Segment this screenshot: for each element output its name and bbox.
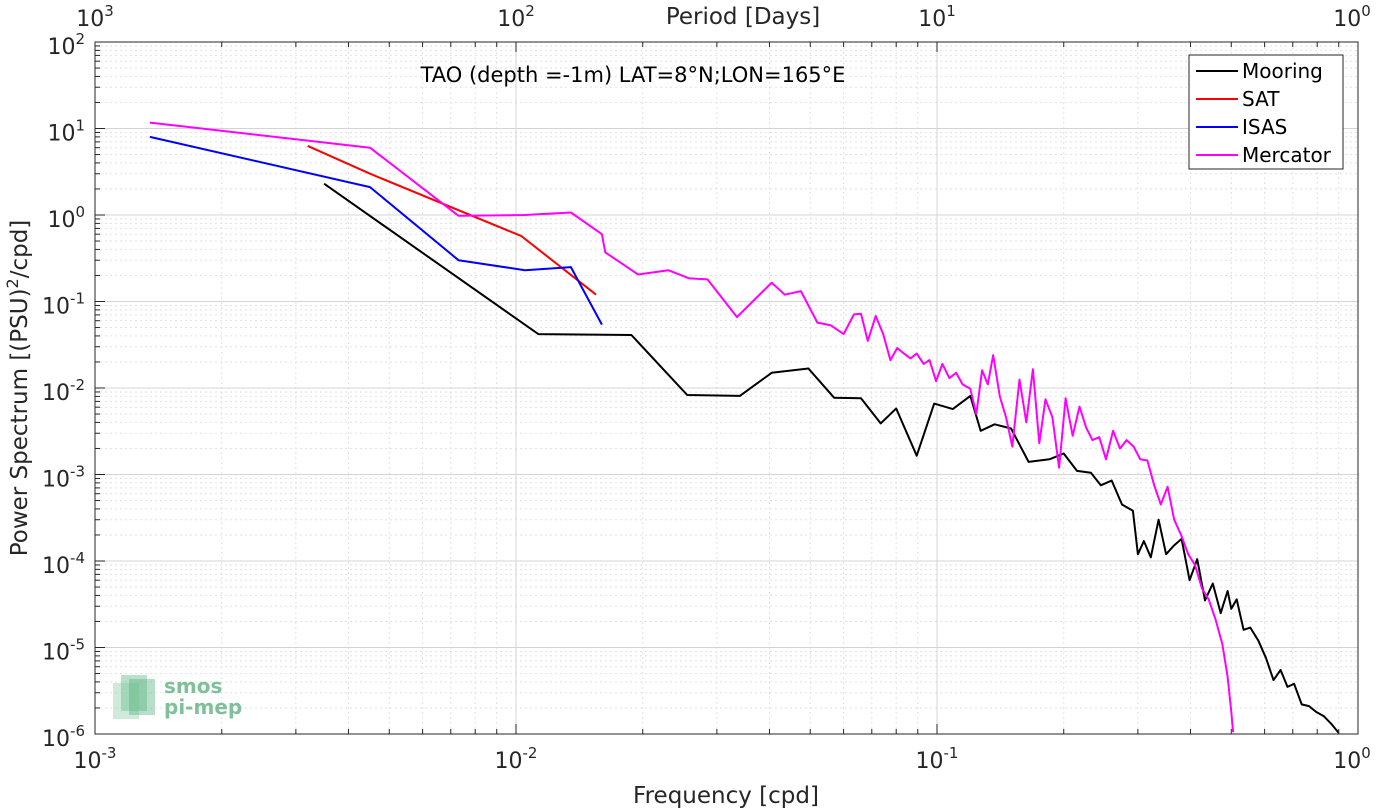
series-line-mooring <box>323 182 1340 734</box>
y-tick-label: 102 <box>47 30 85 60</box>
series-layer <box>149 121 1340 734</box>
legend-box <box>1188 54 1344 170</box>
y-tick-label: 10-3 <box>42 463 85 493</box>
chart-annotation: TAO (depth =-1m) LAT=8°N;LON=165°E <box>420 63 846 87</box>
legend-label-mooring: Mooring <box>1242 59 1323 83</box>
legend-label-mercator: Mercator <box>1242 143 1332 167</box>
y-tick-label: 10-6 <box>42 722 85 752</box>
legend-items: Mooring SAT ISAS Mercator <box>1196 59 1332 167</box>
y-tick-label: 100 <box>47 203 85 233</box>
y-tick-label: 10-1 <box>42 290 85 320</box>
x-tick-label: 100 <box>1333 744 1371 774</box>
legend: Mooring SAT ISAS Mercator <box>1188 54 1344 170</box>
series-line-mercator <box>149 121 1235 733</box>
axis-ticks <box>94 41 1359 735</box>
series-line-isas <box>149 135 603 326</box>
y-tick-labels: 10-6 10-5 10-4 10-3 10-2 10-1 100 101 102 <box>42 30 85 752</box>
y-tick-label: 101 <box>47 117 85 147</box>
top-tick-label: 101 <box>918 2 956 32</box>
y-tick-label: 10-4 <box>42 549 85 579</box>
legend-label-sat: SAT <box>1242 87 1280 111</box>
top-tick-label: 103 <box>76 2 114 32</box>
top-tick-label: 100 <box>1333 2 1371 32</box>
grid-major <box>94 42 1358 735</box>
top-axis-title: Period [Days] <box>666 4 820 30</box>
y-tick-label: 10-5 <box>42 636 85 666</box>
x-tick-label: 10-2 <box>495 744 538 774</box>
smos-pi-mep-logo: smos pi-mep <box>113 674 242 719</box>
x-axis-title: Frequency [cpd] <box>633 783 819 809</box>
y-axis-title: Power Spectrum [(PSU)2/cpd] <box>3 220 33 557</box>
x-tick-label: 10-1 <box>916 744 959 774</box>
logo-pi-mep: pi-mep <box>164 695 242 719</box>
logo-smos: smos <box>164 674 222 698</box>
logo-wave-3 <box>129 679 155 715</box>
y-tick-label: 10-2 <box>42 376 85 406</box>
legend-label-isas: ISAS <box>1242 115 1287 139</box>
top-tick-labels: 103 102 101 100 <box>76 2 1371 32</box>
x-tick-label: 10-3 <box>74 744 117 774</box>
top-tick-label: 102 <box>497 2 535 32</box>
x-tick-labels: 10-3 10-2 10-1 100 <box>74 744 1371 774</box>
logo-wave-2 <box>121 675 147 711</box>
